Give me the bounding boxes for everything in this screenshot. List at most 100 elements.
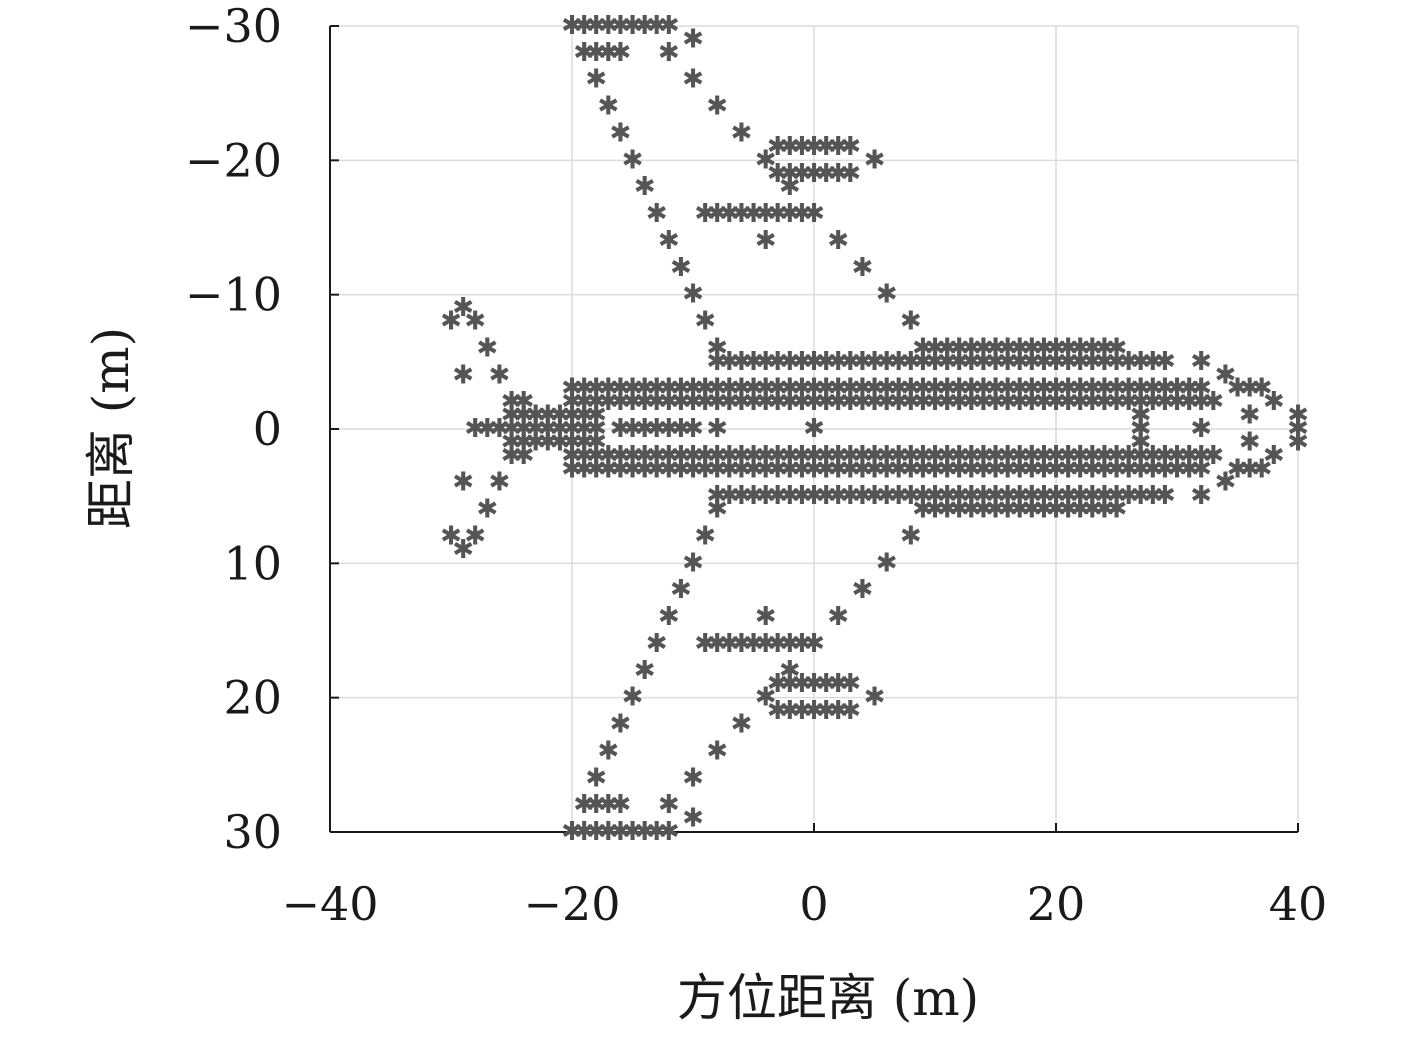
- data-point: ✱: [1021, 387, 1043, 417]
- data-point: ✱: [864, 441, 886, 471]
- data-point: ✱: [1045, 481, 1067, 511]
- data-point: ✱: [573, 387, 595, 417]
- data-point: ✱: [706, 92, 728, 122]
- data-point: ✱: [803, 696, 825, 726]
- x-tick-label: −20: [523, 877, 620, 931]
- data-point: ✱: [1106, 347, 1128, 377]
- data-point: ✱: [1094, 454, 1116, 484]
- data-point: ✱: [912, 481, 934, 511]
- data-point: ✱: [755, 454, 777, 484]
- data-point: ✱: [948, 387, 970, 417]
- data-point: ✱: [658, 790, 680, 820]
- x-tick-label: −40: [281, 877, 378, 931]
- data-point: ✱: [960, 495, 982, 525]
- data-point: ✱: [973, 454, 995, 484]
- data-point: ✱: [924, 374, 946, 404]
- data-point: ✱: [731, 199, 753, 229]
- data-point: ✱: [1106, 495, 1128, 525]
- data-point: ✱: [1057, 374, 1079, 404]
- data-point: ✱: [706, 441, 728, 471]
- data-point: ✱: [1081, 387, 1103, 417]
- data-point: ✱: [767, 454, 789, 484]
- data-point: ✱: [718, 629, 740, 659]
- data-point: ✱: [1069, 347, 1091, 377]
- data-point: ✱: [779, 481, 801, 511]
- data-point: ✱: [718, 347, 740, 377]
- data-point: ✱: [670, 441, 692, 471]
- data-point: ✱: [452, 293, 474, 323]
- data-point: ✱: [1215, 468, 1237, 498]
- data-point: ✱: [1081, 374, 1103, 404]
- data-point: ✱: [682, 441, 704, 471]
- data-point: ✱: [682, 548, 704, 578]
- data-point: ✱: [827, 387, 849, 417]
- data-point: ✱: [610, 414, 632, 444]
- data-point: ✱: [610, 38, 632, 68]
- data-point: ✱: [537, 401, 559, 431]
- data-point: ✱: [864, 481, 886, 511]
- data-point: ✱: [1033, 387, 1055, 417]
- data-point: ✱: [936, 495, 958, 525]
- data-point: ✱: [597, 441, 619, 471]
- y-tick-label: 30: [223, 805, 282, 859]
- data-point: ✱: [936, 481, 958, 511]
- data-point: ✱: [803, 347, 825, 377]
- data-point: ✱: [839, 441, 861, 471]
- data-point: ✱: [476, 495, 498, 525]
- data-point: ✱: [767, 159, 789, 189]
- data-point: ✱: [827, 669, 849, 699]
- data-point: ✱: [827, 602, 849, 632]
- data-point: ✱: [791, 132, 813, 162]
- y-axis-label: 距离 (m): [82, 327, 140, 529]
- data-point: ✱: [924, 333, 946, 363]
- data-point: ✱: [1190, 441, 1212, 471]
- data-point: ✱: [706, 333, 728, 363]
- data-point: ✱: [1263, 441, 1285, 471]
- data-point: ✱: [985, 333, 1007, 363]
- data-point: ✱: [743, 454, 765, 484]
- data-point: ✱: [803, 374, 825, 404]
- data-point: ✱: [839, 387, 861, 417]
- data-point: ✱: [948, 495, 970, 525]
- data-point: ✱: [936, 347, 958, 377]
- data-point: ✱: [634, 454, 656, 484]
- data-point: ✱: [1166, 441, 1188, 471]
- data-point: ✱: [718, 387, 740, 417]
- data-point: ✱: [561, 387, 583, 417]
- data-point: ✱: [549, 414, 571, 444]
- data-point: ✱: [743, 374, 765, 404]
- data-point: ✱: [1021, 454, 1043, 484]
- data-point: ✱: [876, 280, 898, 310]
- data-point: ✱: [1021, 333, 1043, 363]
- data-point: ✱: [1033, 347, 1055, 377]
- data-point: ✱: [1081, 441, 1103, 471]
- data-point: ✱: [597, 387, 619, 417]
- data-point: ✱: [1094, 481, 1116, 511]
- data-point: ✱: [755, 199, 777, 229]
- data-point: ✱: [1142, 454, 1164, 484]
- data-point: ✱: [779, 454, 801, 484]
- data-point: ✱: [973, 333, 995, 363]
- data-point: ✱: [1106, 441, 1128, 471]
- data-point: ✱: [585, 374, 607, 404]
- data-point: ✱: [1178, 387, 1200, 417]
- data-point: ✱: [1166, 454, 1188, 484]
- data-point: ✱: [1069, 495, 1091, 525]
- data-point: ✱: [803, 387, 825, 417]
- data-point: ✱: [658, 414, 680, 444]
- data-point: ✱: [706, 629, 728, 659]
- data-point: ✱: [440, 307, 462, 337]
- data-point: ✱: [1190, 347, 1212, 377]
- data-point: ✱: [779, 629, 801, 659]
- data-point: ✱: [973, 374, 995, 404]
- data-point: ✱: [864, 683, 886, 713]
- data-point: ✱: [960, 333, 982, 363]
- data-point: ✱: [525, 414, 547, 444]
- data-point: ✱: [888, 374, 910, 404]
- data-point: ✱: [610, 817, 632, 847]
- data-point: ✱: [1069, 454, 1091, 484]
- data-point: ✱: [525, 401, 547, 431]
- data-point: ✱: [779, 387, 801, 417]
- data-point: ✱: [1239, 454, 1261, 484]
- data-point: ✱: [936, 333, 958, 363]
